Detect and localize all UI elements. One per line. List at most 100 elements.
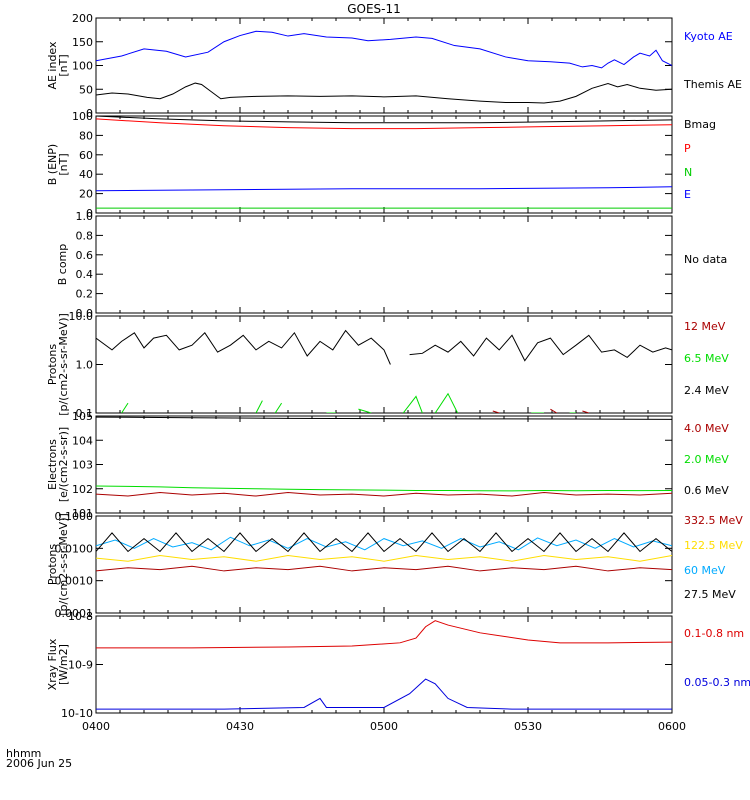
y-tick-label: 105 [72, 410, 93, 423]
panel-xray: 10-10 10-9 10-8 Xray Flux[W/m2] 0.1-0.8 nm 0.… [46, 610, 750, 720]
y-tick-label: 0.0100 [55, 542, 94, 555]
y-tick-label: 50 [79, 83, 93, 96]
time-format-label: hhmm [6, 747, 41, 760]
y-tick-label: 200 [72, 12, 93, 25]
y-tick-label: 10-8 [68, 610, 93, 623]
series-line-e [96, 186, 672, 192]
series-line-2-0-mev [96, 485, 672, 492]
x-tick-label: 0530 [514, 720, 542, 733]
legend-entry: 12 MeV [684, 320, 726, 333]
series-line-6-5-mev [255, 400, 263, 413]
legend-entry: P [684, 142, 691, 155]
y-tick-label: 1.0 [76, 210, 94, 223]
series-line-2-4-mev [409, 334, 672, 362]
panel-frame [95, 415, 673, 514]
y-axis-label: [nT] [57, 153, 70, 175]
series-line-12-mev [550, 408, 558, 413]
series-line-6-5-mev [121, 402, 129, 413]
series-line-6-5-mev [274, 402, 283, 413]
series-line-0-05-0-3-nm [96, 678, 672, 710]
y-tick-label: 10-10 [61, 707, 93, 720]
x-tick-label: 0500 [370, 720, 398, 733]
y-axis-label: [e/(cm2-s-sr)] [57, 427, 70, 502]
series-line-6-5-mev [434, 392, 459, 413]
panel-b: 0 20 40 60 80 100 B (ENP)[nT] Bmag PNE [46, 110, 716, 220]
legend-entry: 0.6 MeV [684, 484, 729, 497]
y-tick-label: 20 [79, 188, 93, 201]
legend-entry: N [684, 166, 692, 179]
y-tick-label: 103 [72, 459, 93, 472]
series-line-bmag [96, 116, 672, 124]
y-tick-label: 104 [72, 434, 93, 447]
panel-protons_low: 0.1 1.0 10.0 Protons[p/(cm2-s-sr-MeV)] 12 Me… [46, 310, 729, 420]
y-tick-label: 100 [72, 60, 93, 73]
y-tick-label: 101 [72, 507, 93, 520]
series-line-12-mev [582, 410, 589, 413]
y-tick-label: 10.0 [69, 310, 94, 323]
legend-entry: 332.5 MeV [684, 514, 743, 527]
x-tick-label: 0430 [226, 720, 254, 733]
panel-frame [95, 215, 673, 314]
panel-frame [95, 17, 673, 114]
legend-entry: 0.05-0.3 nm [684, 676, 750, 689]
y-axis-label: [p/(cm2-s-sr-MeV)] [57, 313, 70, 416]
y-axis-label: Xray Flux [46, 638, 59, 690]
series-line-6-5-mev [358, 408, 372, 413]
series-line-kyoto-ae [96, 30, 672, 69]
y-tick-label: 10-9 [68, 659, 93, 672]
series-line-60-mev [96, 536, 672, 551]
chart-title: GOES-11 [347, 2, 401, 16]
y-tick-label: 60 [79, 149, 93, 162]
series-line-0-6-mev [96, 416, 672, 420]
legend-entry: 6.5 MeV [684, 352, 729, 365]
x-axis: 0400 0430 0500 0530 0600 [82, 720, 686, 733]
y-tick-label: 0.6 [76, 249, 94, 262]
panel-bcomp: 0.0 0.2 0.4 0.6 0.8 1.0 B comp No data [56, 210, 727, 320]
y-axis-label: [nT] [57, 54, 70, 76]
panel-frame [95, 315, 673, 414]
legend-entry: 122.5 MeV [684, 539, 743, 552]
series-line-4-0-mev [96, 492, 672, 497]
y-tick-label: 40 [79, 168, 93, 181]
x-tick-label: 0600 [658, 720, 686, 733]
y-tick-label: 0.0 [76, 307, 94, 320]
y-axis-label: B (ENP) [46, 144, 59, 185]
legend-entry: Themis AE [683, 78, 742, 91]
series-line-0-1-0-8-nm [96, 620, 672, 649]
y-tick-label: 0.1 [76, 407, 94, 420]
y-tick-label: 0.1000 [55, 510, 94, 523]
panel-ae: 0 50 100 150 200 AE index[nT] Kyoto AE Themis A… [46, 12, 742, 120]
y-tick-label: 0 [86, 107, 93, 120]
legend-entry: 2.0 MeV [684, 453, 729, 466]
y-axis-label: B comp [56, 244, 69, 286]
y-axis-label: AE index [46, 41, 59, 90]
panel-frame [95, 615, 673, 714]
y-tick-label: 0.2 [76, 288, 94, 301]
legend-entry: 27.5 MeV [684, 588, 736, 601]
y-axis-label: Protons [46, 344, 59, 385]
panel-frame [95, 515, 673, 614]
panel-frame [95, 115, 673, 214]
date-label: 2006 Jun 25 [6, 757, 72, 770]
y-tick-label: 102 [72, 483, 93, 496]
legend-entry: 0.1-0.8 nm [684, 627, 744, 640]
panel-protons_high: 0.0001 0.0010 0.0100 0.1000 Protons[p/(cm2-s… [46, 510, 743, 620]
y-tick-label: 150 [72, 36, 93, 49]
y-axis-label: Electrons [46, 439, 59, 490]
y-tick-label: 0.8 [76, 229, 94, 242]
legend-entry: E [684, 188, 691, 201]
panel-electrons: 101 102 103 104 105 Electrons[e/(cm2-s-sr)] 4.… [46, 410, 729, 520]
y-tick-label: 100 [72, 110, 93, 123]
y-tick-label: 0.0010 [55, 575, 94, 588]
series-line-themis-ae [96, 82, 672, 104]
legend-entry: Bmag [684, 118, 716, 131]
y-tick-label: 0.0001 [55, 607, 94, 620]
series-line-2-4-mev [96, 329, 391, 365]
legend-entry: 2.4 MeV [684, 384, 729, 397]
series-line-122-5-mev [96, 555, 672, 562]
y-tick-label: 0 [86, 207, 93, 220]
y-tick-label: 80 [79, 129, 93, 142]
legend-entry: 60 MeV [684, 564, 726, 577]
